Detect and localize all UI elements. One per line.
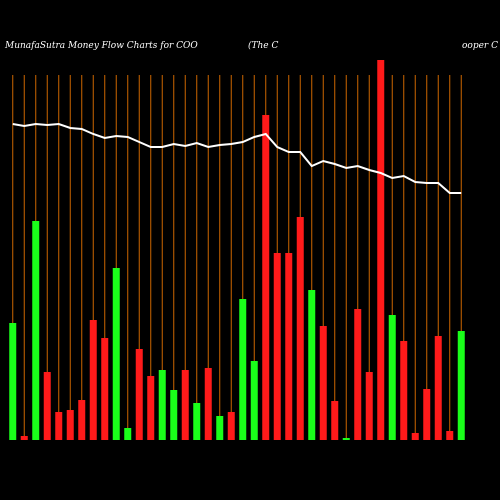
bar: [135, 349, 143, 440]
bar: [273, 253, 281, 440]
bar: [377, 60, 385, 440]
bar: [250, 361, 258, 440]
bar: [365, 372, 373, 440]
bar: [227, 412, 235, 440]
bar: [434, 336, 442, 440]
bar: [9, 323, 17, 440]
chart-title-part: ooper C: [462, 41, 498, 51]
bar: [158, 370, 166, 440]
bar: [193, 403, 201, 440]
chart-title: MunafaSutra Money Flow Charts for COO: [4, 41, 198, 51]
bar: [354, 309, 362, 440]
bar: [285, 253, 293, 440]
bar: [66, 410, 74, 440]
bar: [308, 290, 316, 440]
bar: [262, 115, 270, 440]
bar: [89, 320, 97, 440]
bar: [43, 372, 51, 440]
chart-title-part: (The C: [248, 40, 278, 51]
bar: [446, 431, 454, 440]
bar: [20, 436, 28, 440]
flow-line: [12, 122, 462, 194]
bar: [296, 217, 304, 440]
bar: [147, 376, 155, 440]
bar: [181, 370, 189, 440]
bar: [204, 368, 212, 440]
bar: [239, 299, 247, 440]
bar: [55, 412, 63, 440]
bar: [331, 401, 339, 440]
bar: [411, 433, 419, 440]
bar: [400, 341, 408, 440]
bar: [78, 400, 86, 440]
bar: [388, 315, 396, 440]
bar: [170, 390, 178, 440]
bar: [216, 416, 224, 440]
bar: [32, 221, 40, 440]
bar: [423, 389, 431, 440]
bar: [319, 326, 327, 440]
bar: [112, 268, 120, 440]
bar: [342, 438, 350, 440]
bar: [457, 331, 465, 440]
bar: [101, 338, 109, 440]
bar: [124, 428, 132, 440]
